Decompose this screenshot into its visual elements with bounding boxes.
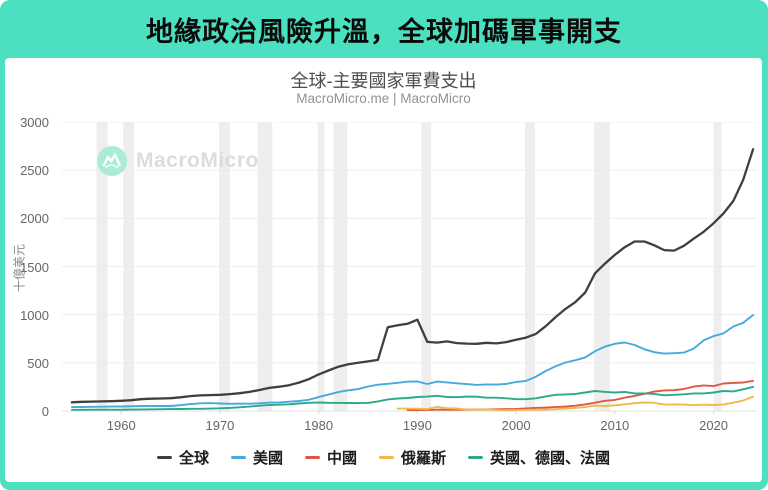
- legend-label-uk-de-fr: 英國、德國、法國: [490, 450, 611, 467]
- legend-swatch-global: [156, 456, 172, 459]
- y-axis: 0 500 1000 1500 2000 2500 3000: [5, 115, 55, 419]
- x-tick-label: 1980: [304, 418, 334, 433]
- series-line-uk-de-fr[interactable]: [70, 385, 755, 411]
- legend-item-uk-de-fr[interactable]: 英國、德國、法國: [468, 447, 610, 468]
- legend-item-global[interactable]: 全球: [156, 447, 209, 468]
- series-line-russia[interactable]: [396, 395, 755, 412]
- chart-subtitle: MacroMicro.me | MacroMicro: [296, 91, 471, 106]
- y-tick-label: 500: [27, 355, 49, 371]
- x-tick-label: 1990: [402, 418, 432, 433]
- y-tick-label: 1500: [20, 259, 49, 275]
- x-tick-label: 2010: [600, 418, 630, 433]
- header-banner: 地緣政治風險升溫，全球加碼軍事開支: [0, 0, 768, 58]
- legend-swatch-russia: [379, 456, 394, 459]
- chart-title: 全球-主要國家軍費支出: [290, 71, 477, 91]
- y-tick-label: 0: [41, 404, 49, 419]
- y-tick-label: 2000: [20, 211, 49, 227]
- x-tick-label: 2020: [699, 418, 729, 433]
- legend: 全球 美國 中國 俄羅斯 英國、德國、法國: [5, 447, 762, 468]
- legend-item-russia[interactable]: 俄羅斯: [379, 447, 446, 468]
- legend-swatch-china: [304, 456, 320, 459]
- x-axis: 1960 1970 1980 1990 2000 2010 2020: [62, 418, 757, 436]
- legend-swatch-uk-de-fr: [468, 456, 484, 459]
- legend-label-global: 全球: [178, 450, 209, 467]
- legend-label-us: 美國: [252, 450, 283, 467]
- x-tick-label: 1970: [205, 418, 235, 433]
- y-tick-label: 1000: [20, 307, 49, 323]
- series-line-us[interactable]: [70, 314, 755, 409]
- plot-area[interactable]: [62, 122, 757, 414]
- x-tick-label: 2000: [501, 418, 531, 433]
- x-tick-label: 1960: [106, 418, 136, 433]
- chart-card: 全球-主要國家軍費支出 MacroMicro.me | MacroMicro 十…: [5, 58, 762, 482]
- series-line-global[interactable]: [70, 148, 755, 404]
- legend-swatch-us: [230, 456, 246, 459]
- legend-label-china: 中國: [326, 450, 357, 467]
- header-title: 地緣政治風險升溫，全球加碼軍事開支: [146, 16, 622, 47]
- legend-item-china[interactable]: 中國: [304, 447, 357, 468]
- legend-label-russia: 俄羅斯: [401, 450, 447, 467]
- y-tick-label: 3000: [20, 115, 49, 130]
- y-tick-label: 2500: [20, 163, 49, 179]
- legend-item-us[interactable]: 美國: [230, 447, 283, 468]
